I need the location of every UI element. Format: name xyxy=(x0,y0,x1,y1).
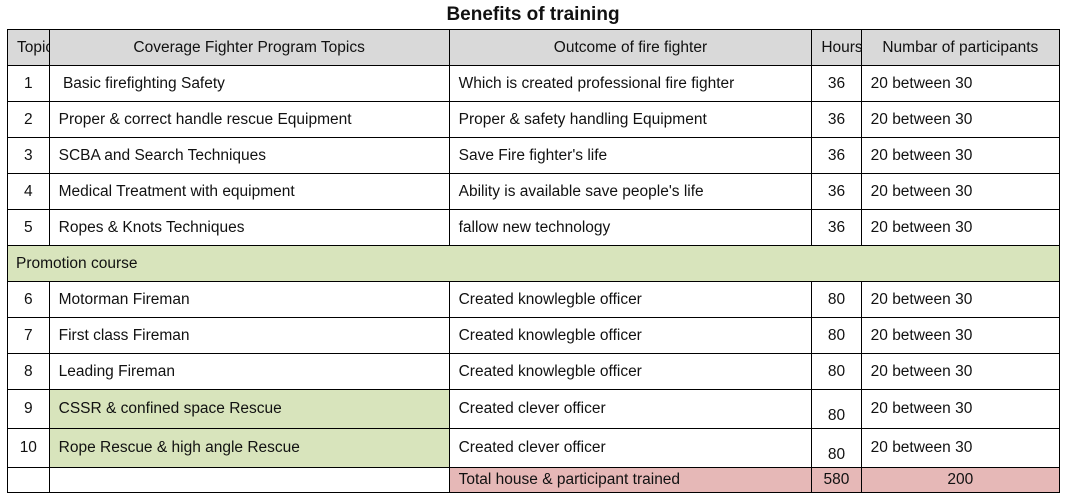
total-label: Total house & participant trained xyxy=(448,467,813,493)
row-outcome: Created knowlegble officer xyxy=(448,281,813,318)
row-number: 10 xyxy=(7,428,50,468)
page-title: Benefits of training xyxy=(446,4,620,25)
row-hours: 80 xyxy=(811,428,862,468)
row-number: 9 xyxy=(7,389,50,429)
row-participants: 20 between 30 xyxy=(860,389,1061,429)
row-topic: Medical Treatment with equipment xyxy=(48,173,450,210)
row-hours: 36 xyxy=(811,101,862,138)
total-empty-cell xyxy=(48,467,450,493)
row-participants: 20 between 30 xyxy=(860,65,1061,102)
row-number: 5 xyxy=(7,209,50,246)
row-number: 1 xyxy=(7,65,50,102)
row-participants: 20 between 30 xyxy=(860,101,1061,138)
total-row: Total house & participant trained 580 20… xyxy=(7,467,1061,493)
row-number: 4 xyxy=(7,173,50,210)
table-row: 6 Motorman Fireman Created knowlegble of… xyxy=(7,281,1061,318)
row-outcome: Created knowlegble officer xyxy=(448,317,813,354)
row-outcome: Which is created professional fire fight… xyxy=(448,65,813,102)
table-row: 1 Basic firefighting Safety Which is cre… xyxy=(7,65,1061,102)
row-topic: SCBA and Search Techniques xyxy=(48,137,450,174)
header-participants: Numbar of participants xyxy=(860,29,1061,66)
row-topic: Leading Fireman xyxy=(48,353,450,390)
row-number: 3 xyxy=(7,137,50,174)
row-hours: 80 xyxy=(811,389,862,429)
row-hours: 36 xyxy=(811,137,862,174)
row-hours: 80 xyxy=(811,353,862,390)
row-participants: 20 between 30 xyxy=(860,317,1061,354)
row-topic: Rope Rescue & high angle Rescue xyxy=(48,428,450,468)
row-topic: First class Fireman xyxy=(48,317,450,354)
header-topic: Topic xyxy=(7,29,50,66)
row-number: 7 xyxy=(7,317,50,354)
table-row: 5 Ropes & Knots Techniques fallow new te… xyxy=(7,209,1061,246)
row-outcome: Created clever officer xyxy=(448,428,813,468)
row-hours: 36 xyxy=(811,209,862,246)
row-hours: 80 xyxy=(811,281,862,318)
total-empty-cell xyxy=(7,467,50,493)
total-participants: 200 xyxy=(860,467,1061,493)
total-hours: 580 xyxy=(811,467,862,493)
row-hours: 36 xyxy=(811,65,862,102)
row-outcome: Save Fire fighter's life xyxy=(448,137,813,174)
header-program: Coverage Fighter Program Topics xyxy=(48,29,450,66)
table-row: 7 First class Fireman Created knowlegble… xyxy=(7,317,1061,354)
row-number: 2 xyxy=(7,101,50,138)
row-hours: 80 xyxy=(811,317,862,354)
table-row: 2 Proper & correct handle rescue Equipme… xyxy=(7,101,1061,138)
row-topic: Basic firefighting Safety xyxy=(48,65,450,102)
row-outcome: fallow new technology xyxy=(448,209,813,246)
row-outcome: Ability is available save people's life xyxy=(448,173,813,210)
section-row: Promotion course xyxy=(7,245,1060,282)
row-outcome: Created knowlegble officer xyxy=(448,353,813,390)
table-row: 10 Rope Rescue & high angle Rescue Creat… xyxy=(7,428,1061,468)
row-hours: 36 xyxy=(811,173,862,210)
header-hours: Hours xyxy=(811,29,862,66)
section-label: Promotion course xyxy=(7,245,1060,282)
row-participants: 20 between 30 xyxy=(860,353,1061,390)
table-row: 9 CSSR & confined space Rescue Created c… xyxy=(7,389,1061,429)
row-number: 8 xyxy=(7,353,50,390)
row-topic: Ropes & Knots Techniques xyxy=(48,209,450,246)
table-row: 3 SCBA and Search Techniques Save Fire f… xyxy=(7,137,1061,174)
row-topic: CSSR & confined space Rescue xyxy=(48,389,450,429)
row-participants: 20 between 30 xyxy=(860,209,1061,246)
training-table: Topic Coverage Fighter Program Topics Ou… xyxy=(7,29,1061,493)
row-topic: Proper & correct handle rescue Equipment xyxy=(48,101,450,138)
header-outcome: Outcome of fire fighter xyxy=(448,29,813,66)
row-participants: 20 between 30 xyxy=(860,137,1061,174)
header-row: Topic Coverage Fighter Program Topics Ou… xyxy=(7,29,1061,66)
row-outcome: Proper & safety handling Equipment xyxy=(448,101,813,138)
row-participants: 20 between 30 xyxy=(860,281,1061,318)
row-participants: 20 between 30 xyxy=(860,173,1061,210)
row-number: 6 xyxy=(7,281,50,318)
row-participants: 20 between 30 xyxy=(860,428,1061,468)
row-outcome: Created clever officer xyxy=(448,389,813,429)
table-row: 8 Leading Fireman Created knowlegble off… xyxy=(7,353,1061,390)
row-topic: Motorman Fireman xyxy=(48,281,450,318)
table-row: 4 Medical Treatment with equipment Abili… xyxy=(7,173,1061,210)
